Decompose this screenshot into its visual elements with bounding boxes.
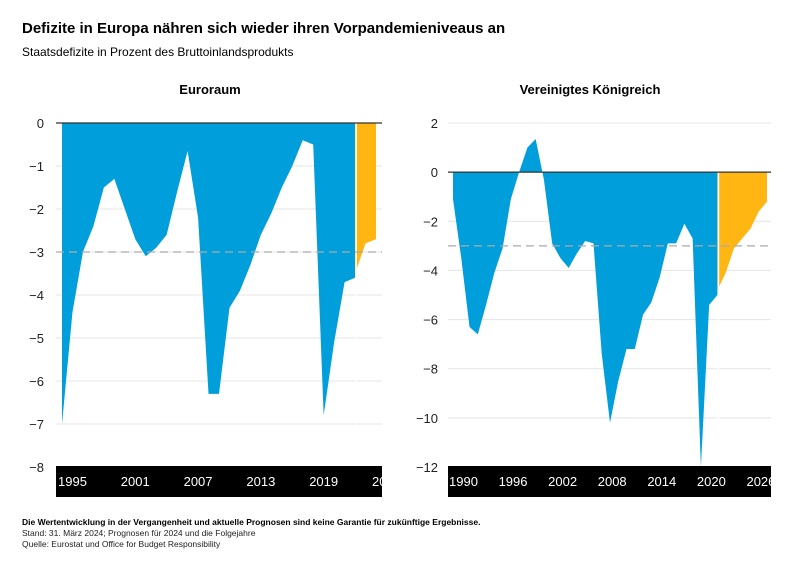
x-tick-label: 2002 — [548, 474, 577, 489]
panel-title: Euroraum — [179, 82, 240, 97]
actual-area — [62, 123, 356, 424]
y-tick-label: 0 — [431, 165, 438, 180]
y-tick-label: −7 — [29, 417, 44, 432]
x-tick-label: 2026 — [746, 474, 775, 489]
x-tick-label: 1996 — [499, 474, 528, 489]
x-tick-label: 2019 — [309, 474, 338, 489]
x-tick-label: 1995 — [58, 474, 87, 489]
chart-panel-1: Vereinigtes Königreich 2 0 −2 −4 −6 −8 −10 −12 19… — [416, 82, 775, 497]
y-tick-label: −6 — [29, 374, 44, 389]
chart-panel-0: Euroraum 0 −1 −2 −3 −4 −5 −6 −7 −8 1995 2001 2007 201… — [29, 82, 401, 497]
date-note: Stand: 31. März 2024; Prognosen für 2024… — [22, 528, 256, 538]
y-tick-label: −8 — [29, 460, 44, 475]
source-note: Quelle: Eurostat und Office for Budget R… — [22, 539, 221, 549]
actual-area — [453, 138, 718, 467]
y-tick-label: −1 — [29, 159, 44, 174]
chart-subtitle: Staatsdefizite in Prozent des Bruttoinla… — [22, 45, 294, 59]
y-tick-label: −2 — [29, 202, 44, 217]
y-tick-label: −6 — [423, 313, 438, 328]
x-tick-label: 2001 — [121, 474, 150, 489]
forecast-area — [355, 123, 376, 274]
footnotes: Die Wertentwicklung in der Vergangenheit… — [22, 517, 480, 550]
x-tick-label: 2013 — [246, 474, 275, 489]
x-axis-band — [56, 466, 382, 497]
x-tick-label: 2007 — [184, 474, 213, 489]
y-tick-label: 0 — [37, 116, 44, 131]
y-tick-label: −10 — [416, 411, 438, 426]
x-tick-label: 2020 — [697, 474, 726, 489]
x-tick-label: 2014 — [647, 474, 676, 489]
x-tick-label: 1990 — [449, 474, 478, 489]
y-tick-label: −4 — [423, 263, 438, 278]
y-tick-label: 2 — [431, 116, 438, 131]
x-tick-label: 2025 — [372, 474, 401, 489]
y-tick-label: −8 — [423, 362, 438, 377]
y-tick-label: −4 — [29, 288, 44, 303]
y-tick-label: −2 — [423, 214, 438, 229]
y-tick-label: −5 — [29, 331, 44, 346]
chart-title: Defizite in Europa nähren sich wieder ih… — [22, 20, 506, 37]
y-tick-label: −12 — [416, 460, 438, 475]
y-tick-label: −3 — [29, 245, 44, 260]
x-axis-band — [448, 466, 771, 497]
forecast-area — [717, 172, 767, 291]
panel-title: Vereinigtes Königreich — [520, 82, 661, 97]
x-tick-label: 2008 — [598, 474, 627, 489]
disclaimer: Die Wertentwicklung in der Vergangenheit… — [22, 517, 481, 527]
